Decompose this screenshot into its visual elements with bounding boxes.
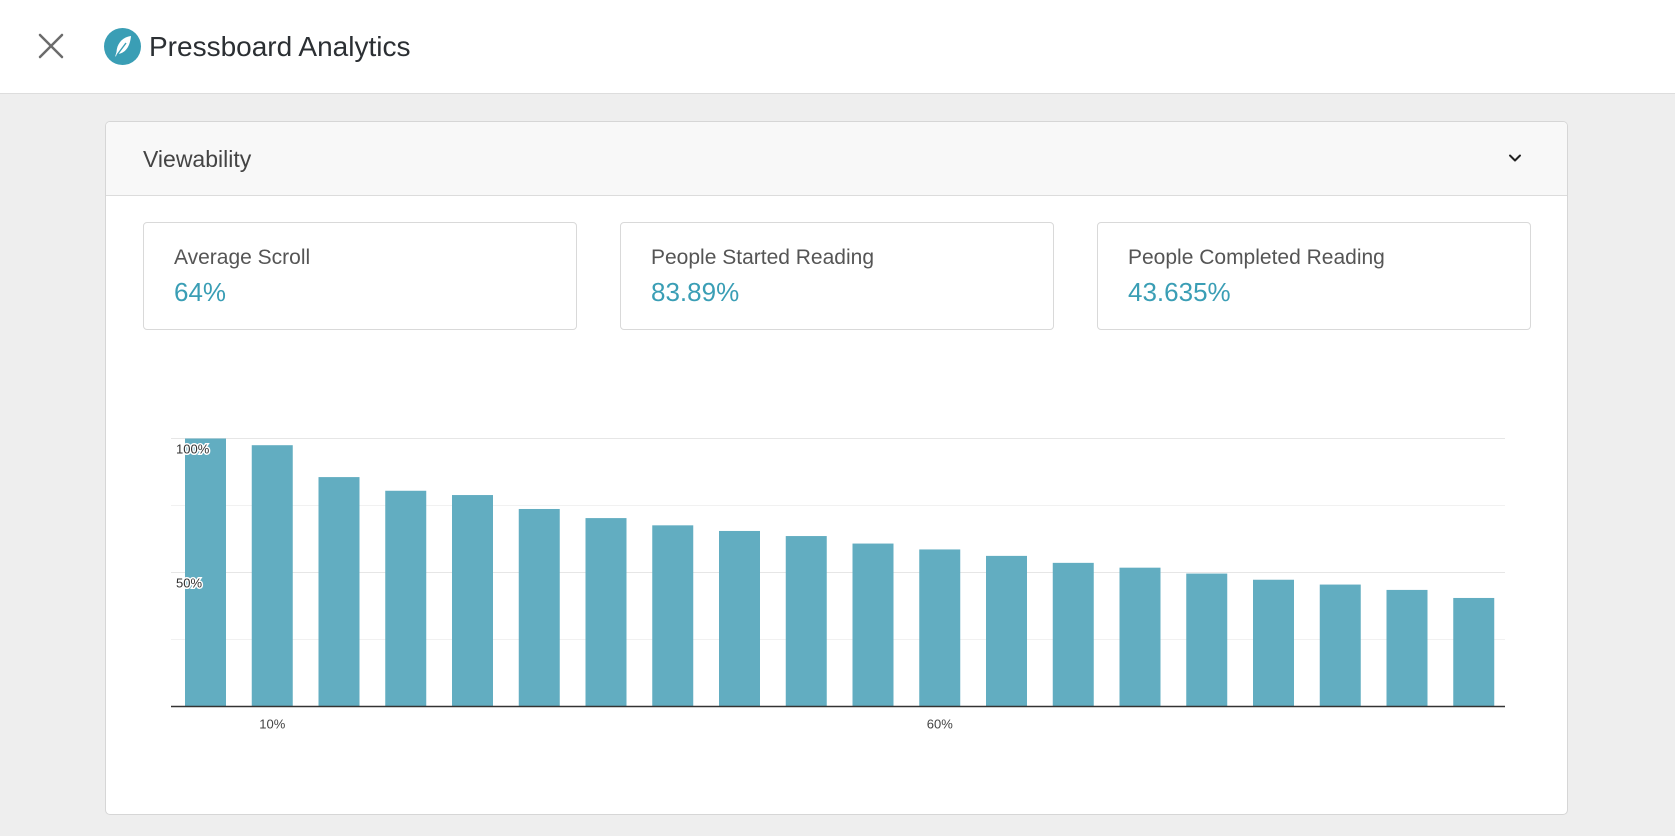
stat-value: 64%	[174, 277, 227, 307]
chart-bar	[318, 477, 360, 707]
stat-card-people-started-reading: People Started Reading 83.89%	[620, 222, 1054, 330]
chart-bar	[1319, 584, 1361, 707]
pressboard-logo	[104, 28, 141, 65]
top-bar: Pressboard Analytics	[0, 0, 1675, 94]
chart-bar	[385, 490, 427, 707]
chart-bar	[251, 445, 293, 707]
chart-x-tick-label: 60%	[927, 717, 953, 732]
chevron-down-icon[interactable]	[1507, 150, 1523, 166]
stat-value: 43.635%	[1128, 277, 1231, 307]
chart-bar	[785, 536, 827, 707]
chart-y-tick-label: 100%	[176, 442, 210, 457]
chart-bar	[185, 438, 226, 707]
stat-label: Average Scroll	[174, 246, 311, 269]
chart-bar	[1453, 597, 1495, 707]
close-icon	[38, 33, 64, 59]
chart-bar	[919, 549, 961, 707]
close-button[interactable]	[31, 26, 71, 66]
chart-bar	[518, 508, 560, 707]
chart-bar	[1253, 579, 1294, 707]
chart-bar	[585, 518, 627, 707]
chart-bar	[452, 495, 493, 707]
stat-label: People Started Reading	[651, 246, 874, 269]
chart-bar	[652, 525, 694, 707]
chart-bar	[1186, 573, 1228, 707]
panel-title: Viewability	[143, 146, 252, 172]
stat-value: 83.89%	[651, 277, 740, 307]
scroll-depth-chart: 100% 50% 10% 60%	[0, 420, 1675, 745]
chart-bar	[986, 555, 1027, 707]
chart-bar	[1052, 562, 1094, 707]
stat-card-average-scroll: Average Scroll 64%	[143, 222, 577, 330]
chart-y-tick-label: 50%	[176, 576, 202, 591]
scroll-depth-bar-chart: 100% 50% 10% 60%	[171, 438, 1505, 732]
chart-bar	[1386, 589, 1428, 707]
stat-card-people-completed-reading: People Completed Reading 43.635%	[1097, 222, 1531, 330]
chart-x-tick-label: 10%	[259, 717, 285, 732]
chart-bar	[852, 543, 894, 707]
app-title: Pressboard Analytics	[149, 31, 411, 62]
feather-logo-icon	[104, 28, 141, 65]
chart-bar	[719, 530, 760, 707]
stat-label: People Completed Reading	[1128, 246, 1385, 269]
viewability-panel-header[interactable]: Viewability	[106, 122, 1567, 196]
chart-bar	[1119, 567, 1161, 707]
